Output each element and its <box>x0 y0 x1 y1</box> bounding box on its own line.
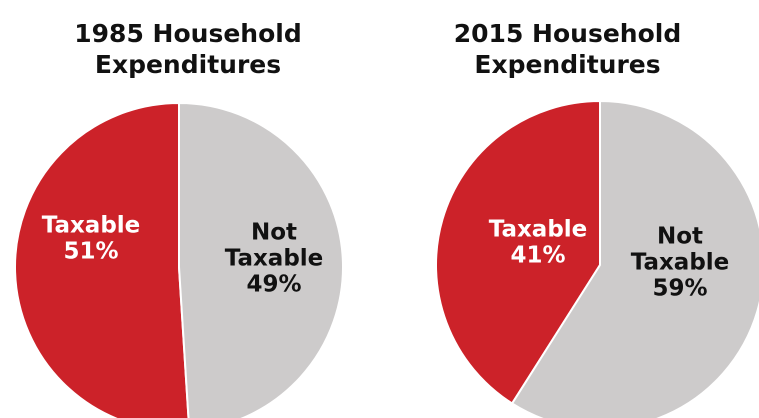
slice-label-not-taxable-2015-line-3: 59% <box>652 276 707 302</box>
slice-label-taxable-1985-line-1: Taxable <box>42 213 141 239</box>
pie-slice-taxable-1985 <box>14 101 190 418</box>
pie-chart-2015: Taxable 41% Not Taxable 59% 2015 Household E… <box>376 0 759 418</box>
pie-chart-1985: Taxable 51% Not Taxable 49% 1985 Household E… <box>0 0 376 418</box>
chart-title-2015-line-1: 2015 Household <box>453 19 682 48</box>
slice-label-taxable-2015-line-1: Taxable <box>489 217 588 243</box>
pie-slice-not-taxable-1985 <box>178 101 344 418</box>
chart-title-1985-line-2: Expenditures <box>94 50 282 79</box>
pie-slice-not-taxable-2015 <box>510 99 759 418</box>
chart-title-1985-line-1: 1985 Household <box>74 19 302 48</box>
chart-title-1985: 1985 Household Expenditures <box>0 18 376 80</box>
slice-label-not-taxable-1985-line-2: Taxable <box>225 246 324 272</box>
slice-label-not-taxable-2015-line-2: Taxable <box>631 250 730 276</box>
slice-label-not-taxable-1985-line-1: Not <box>251 220 297 246</box>
slice-label-taxable-2015-line-2: 41% <box>510 243 565 269</box>
slice-label-not-taxable-1985-line-3: 49% <box>246 272 301 298</box>
slice-label-not-taxable-2015-line-1: Not <box>657 224 703 250</box>
chart-title-2015-line-2: Expenditures <box>474 50 661 79</box>
chart-title-2015: 2015 Household Expenditures <box>376 18 759 80</box>
slice-label-taxable-1985-line-2: 51% <box>63 239 118 265</box>
